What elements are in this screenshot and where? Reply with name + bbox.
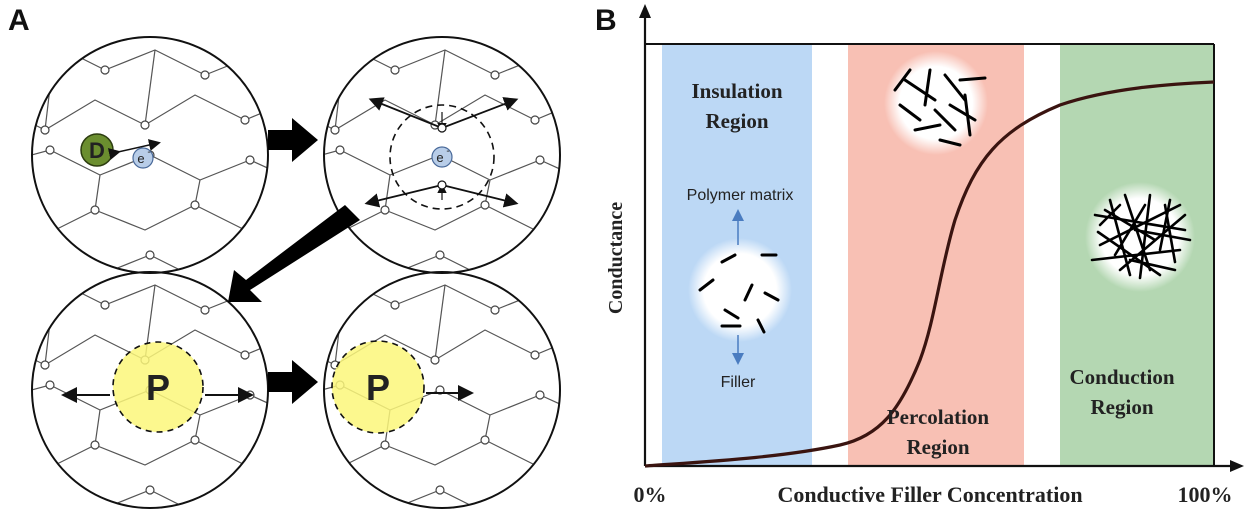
- conduction-label-2: Region: [1091, 395, 1154, 419]
- inset-dense-network: [1085, 182, 1195, 292]
- arrow-right-icon: [268, 360, 318, 404]
- polaron-region: [331, 340, 425, 434]
- dashed-region: [389, 104, 495, 210]
- electron-symbol-1: e: [137, 151, 144, 166]
- y-axis-label: Conductance: [605, 202, 627, 314]
- x-end-label: 100%: [1178, 482, 1233, 507]
- electron-charge-1: -: [147, 147, 150, 158]
- circle-electron-distortion: e -: [323, 36, 561, 274]
- panel-a-label: A: [8, 4, 30, 37]
- circle-polaron-2: P: [323, 271, 561, 509]
- x-start-label: 0%: [634, 482, 667, 507]
- conduction-label-1: Conduction: [1069, 365, 1174, 389]
- polaron-symbol-2: P: [366, 367, 390, 408]
- arrow-diagonal-icon: [228, 205, 360, 302]
- inset-percolating-network: [884, 51, 988, 155]
- insulation-label-1: Insulation: [691, 79, 782, 103]
- conductance-plot: Insulation Region Percolation Region Con…: [605, 4, 1244, 507]
- circle-donor-electron: D e -: [31, 36, 269, 274]
- x-axis-label: Conductive Filler Concentration: [777, 482, 1082, 507]
- electron-icon: [431, 146, 453, 168]
- filler-label: Filler: [721, 374, 756, 391]
- inset-sparse-filler: [688, 238, 792, 342]
- panel-b-label: B: [595, 4, 617, 37]
- circle-polaron-1: P: [31, 271, 269, 509]
- insulation-label-2: Region: [706, 109, 769, 133]
- arrow-right-icon: [268, 118, 318, 162]
- double-arrow-icon: [107, 139, 161, 160]
- polaron-region: [112, 341, 204, 433]
- percolation-label-2: Region: [907, 435, 970, 459]
- polymer-matrix-label: Polymer matrix: [687, 187, 794, 204]
- electron-symbol-2: e: [436, 150, 443, 165]
- polaron-symbol-1: P: [146, 367, 170, 408]
- percolation-label-1: Percolation: [887, 405, 990, 429]
- electron-icon: [132, 147, 154, 169]
- donor-symbol: D: [89, 138, 105, 163]
- transition-arrows: [228, 118, 360, 404]
- electron-charge-2: -: [446, 146, 449, 157]
- conductance-curve: [644, 80, 1215, 468]
